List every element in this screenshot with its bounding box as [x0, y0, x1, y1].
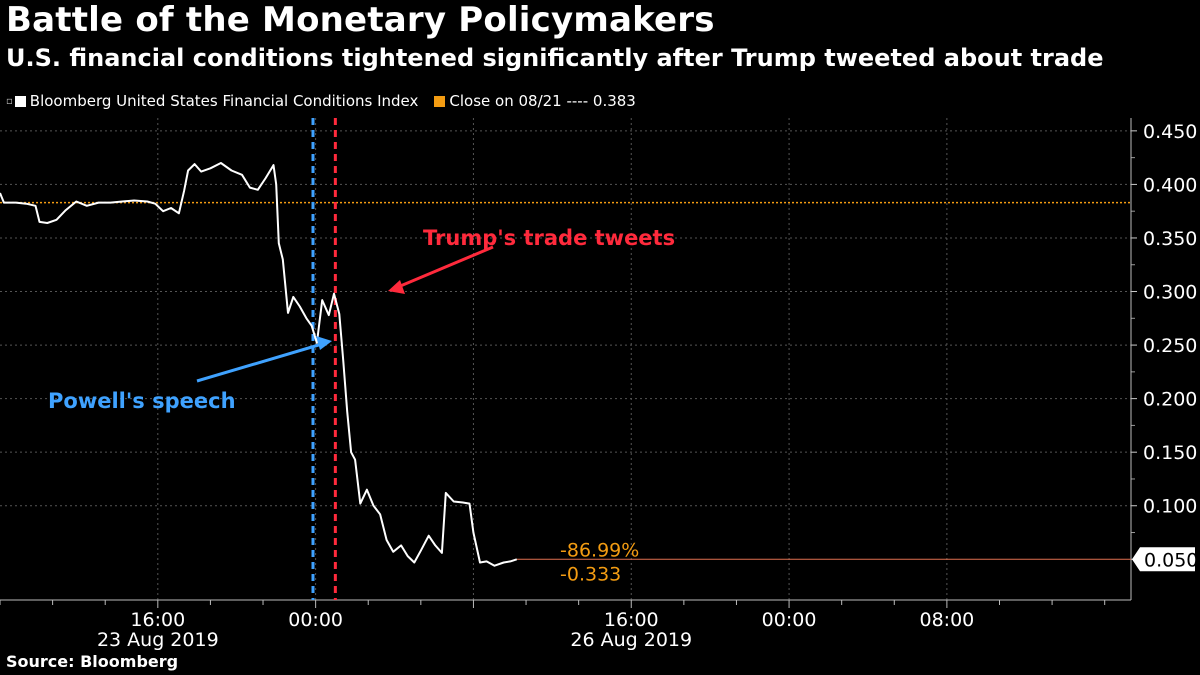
x-tick-label: 00:00: [762, 609, 817, 631]
y-tick-label: 0.450: [1143, 121, 1197, 143]
x-tick-label: 00:00: [288, 609, 343, 631]
last-change-label: -0.333: [560, 563, 621, 585]
chart-marks: Powell's speech Trump's trade tweets -86.9…: [0, 118, 1198, 600]
legend-swatch-white: [14, 95, 26, 107]
annotation-trump-arrow: [397, 245, 494, 289]
legend-close-label: Close on 08/21 ---- 0.383: [449, 92, 636, 110]
legend-grip-icon: ▫: [6, 95, 13, 107]
annotation-powell-label: Powell's speech: [48, 389, 236, 413]
annotation-powell-arrow: [196, 342, 323, 383]
chart-title: Battle of the Monetary Policymakers: [6, 0, 715, 40]
legend: ▫ Bloomberg United States Financial Cond…: [6, 92, 652, 110]
x-tick-label: 16:00: [604, 609, 659, 631]
y-tick-label: 0.300: [1143, 282, 1197, 304]
y-tick-label: 0.200: [1143, 389, 1197, 411]
annotation-trump-label: Trump's trade tweets: [423, 226, 675, 250]
legend-series-label: Bloomberg United States Financial Condit…: [29, 92, 419, 110]
y-tick-label: 0.350: [1143, 228, 1197, 250]
axes: 0.050 0.100 0.150 0.200 0.250 0.300 0.350 0.400…: [0, 118, 1197, 651]
y-tick-label: 0.150: [1143, 442, 1197, 464]
y-tick-label: 0.400: [1143, 174, 1197, 196]
series-line-fci: [0, 162, 518, 567]
x-date-label: 23 Aug 2019: [97, 629, 219, 651]
x-tick-label: 16:00: [130, 609, 185, 631]
chart-subtitle: U.S. financial conditions tightened sign…: [6, 44, 1104, 72]
legend-item-close: Close on 08/21 ---- 0.383: [434, 92, 636, 110]
legend-item-series: ▫ Bloomberg United States Financial Cond…: [6, 92, 418, 110]
annotation-trump-arrowhead: [388, 280, 405, 294]
source-note: Source: Bloomberg: [6, 652, 179, 671]
last-pct-change-label: -86.99%: [560, 539, 639, 561]
y-tick-label: 0.100: [1143, 496, 1197, 518]
last-value-tag: [1132, 547, 1195, 572]
grid: [0, 118, 1131, 600]
y-tick-label: 0.250: [1143, 335, 1197, 357]
annotation-powell-arrowhead: [316, 336, 332, 350]
last-value-tag-label: 0.050: [1144, 549, 1198, 571]
x-date-label: 26 Aug 2019: [570, 629, 692, 651]
legend-swatch-orange: [434, 95, 446, 107]
x-tick-label: 08:00: [920, 609, 975, 631]
